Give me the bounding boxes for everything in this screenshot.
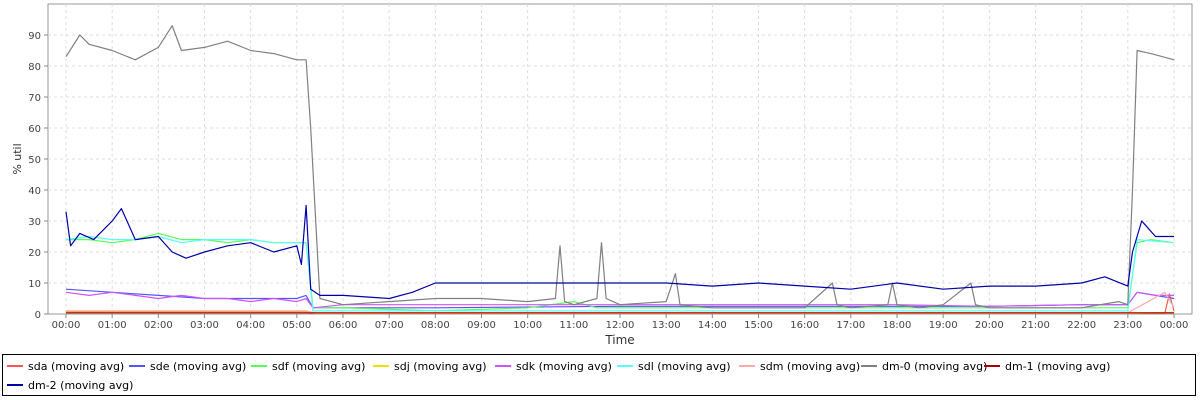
x-tick-label: 02:00: [144, 320, 173, 331]
x-tick-label: 19:00: [929, 320, 958, 331]
y-axis-label: % util: [11, 143, 24, 174]
y-tick-label: 30: [28, 217, 41, 228]
y-tick-label: 20: [28, 248, 41, 259]
x-tick-label: 22:00: [1067, 320, 1096, 331]
legend-swatch: [739, 365, 755, 367]
x-tick-label: 20:00: [975, 320, 1004, 331]
legend-label: sdf (moving avg): [272, 359, 366, 373]
legend-label: dm-2 (moving avg): [28, 378, 134, 392]
legend-swatch: [861, 365, 877, 367]
legend-label: sdl (moving avg): [638, 359, 731, 373]
series-line: [65, 204, 1174, 300]
y-tick-label: 90: [28, 31, 41, 42]
legend-item: sdj (moving avg): [373, 357, 487, 375]
series-line: [65, 25, 1175, 309]
y-tick-label: 0: [35, 310, 41, 321]
x-tick-label: 13:00: [652, 320, 681, 331]
legend-swatch: [617, 365, 633, 367]
x-tick-label: 12:00: [606, 320, 635, 331]
legend-item: sde (moving avg): [129, 357, 246, 375]
legend-item: dm-0 (moving avg): [861, 357, 987, 375]
legend-item: sdl (moving avg): [617, 357, 731, 375]
x-tick-label: 03:00: [190, 320, 219, 331]
x-tick-label: 21:00: [1021, 320, 1050, 331]
legend-item: dm-1 (moving avg): [984, 357, 1110, 375]
legend-item: sdf (moving avg): [251, 357, 365, 375]
legend-label: sdm (moving avg): [760, 359, 861, 373]
x-tick-label: 18:00: [883, 320, 912, 331]
legend-swatch: [129, 365, 145, 367]
legend-label: dm-0 (moving avg): [882, 359, 988, 373]
x-tick-label: 14:00: [698, 320, 727, 331]
legend-swatch: [495, 365, 511, 367]
x-tick-label: 07:00: [375, 320, 404, 331]
series-line: [65, 291, 1174, 309]
y-tick-label: 70: [28, 93, 41, 104]
x-tick-label: 16:00: [790, 320, 819, 331]
legend-label: sdj (moving avg): [394, 359, 487, 373]
legend-swatch: [7, 384, 23, 386]
x-tick-label: 04:00: [236, 320, 265, 331]
series-line: [65, 235, 1175, 312]
x-tick-label: 10:00: [513, 320, 542, 331]
x-tick-label: 00:00: [52, 320, 81, 331]
x-tick-label: 05:00: [282, 320, 311, 331]
y-tick-label: 10: [28, 279, 41, 290]
x-tick-label: 15:00: [744, 320, 773, 331]
x-tick-label: 09:00: [467, 320, 496, 331]
x-tick-label: 23:00: [1113, 320, 1142, 331]
x-tick-label: 06:00: [329, 320, 358, 331]
legend-label: sde (moving avg): [150, 359, 247, 373]
legend-item: sdm (moving avg): [739, 357, 860, 375]
x-tick-label: 17:00: [836, 320, 865, 331]
x-axis-label: Time: [604, 333, 634, 347]
legend-item: sda (moving avg): [7, 357, 124, 375]
y-tick-label: 80: [28, 62, 41, 73]
y-tick-label: 60: [28, 124, 41, 135]
legend-label: dm-1 (moving avg): [1005, 359, 1111, 373]
legend-label: sda (moving avg): [28, 359, 125, 373]
y-tick-label: 40: [28, 186, 41, 197]
legend-swatch: [7, 365, 23, 367]
legend: sda (moving avg) sde (moving avg) sdf (mov…: [2, 354, 1196, 396]
y-tick-label: 50: [28, 155, 41, 166]
x-tick-label: 08:00: [421, 320, 450, 331]
legend-item: dm-2 (moving avg): [7, 376, 133, 394]
legend-swatch: [984, 365, 1000, 367]
x-tick-label: 01:00: [98, 320, 127, 331]
line-chart: 0 10 20 30 40 50 60 70 80 90 00:00 01:00 02:00 03:00 0…: [11, 3, 1193, 347]
x-tick-label: 00:00: [1160, 320, 1189, 331]
legend-swatch: [251, 365, 267, 367]
legend-item: sdk (moving avg): [495, 357, 612, 375]
x-tick-label: 11:00: [559, 320, 588, 331]
legend-label: sdk (moving avg): [516, 359, 612, 373]
legend-swatch: [373, 365, 389, 367]
